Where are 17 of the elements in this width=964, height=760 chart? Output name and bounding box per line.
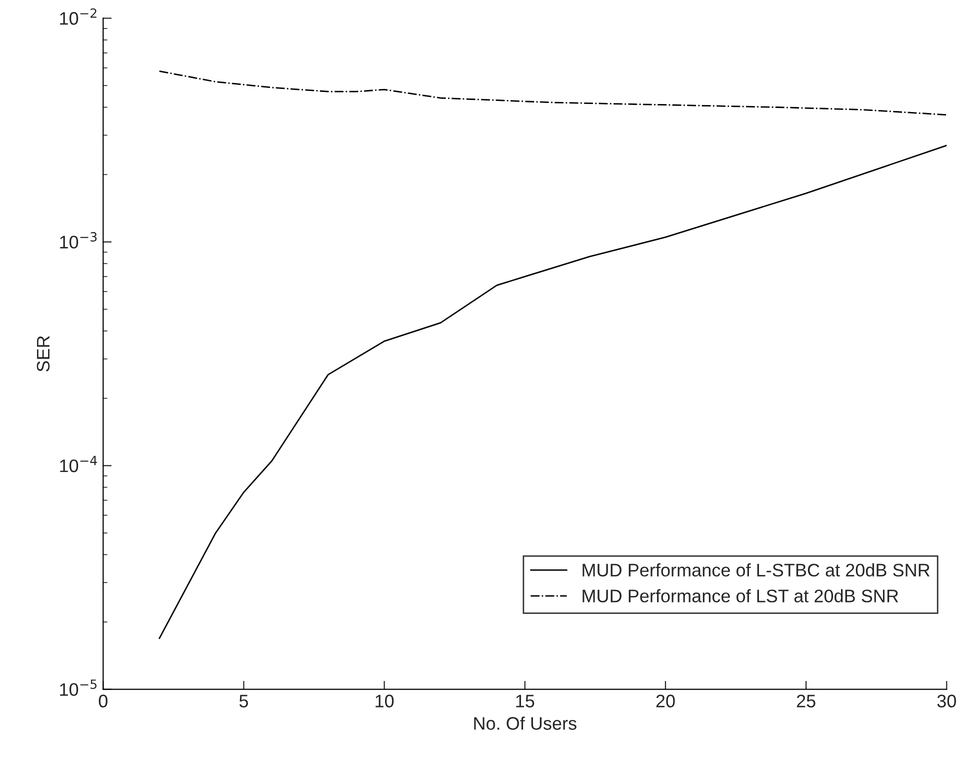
legend-label: MUD Performance of LST at 20dB SNR — [582, 589, 898, 602]
line-series — [158, 70, 947, 116]
line-series — [158, 144, 947, 640]
x-tick-label: 20 — [656, 694, 675, 708]
y-tick-label: 10$^{−3}$ — [60, 232, 97, 249]
y-axis-title: SER — [36, 336, 50, 372]
y-tick-label: 10$^{−4}$ — [60, 456, 97, 472]
legend-label: MUD Performance of L-STBC at 20dB SNR — [582, 563, 930, 577]
x-tick-label: 15 — [516, 694, 534, 708]
x-tick-label: 25 — [796, 694, 816, 708]
y-tick-label: 10$^{−5}$ — [60, 680, 97, 696]
x-tick-label: 10 — [376, 694, 394, 708]
y-tick-label: 10$^{−2}$ — [60, 8, 96, 25]
x-tick-label: 30 — [937, 694, 956, 708]
x-tick-label: 0 — [98, 694, 108, 708]
x-axis-title: No. Of Users — [474, 716, 576, 730]
x-tick-label: 5 — [239, 694, 248, 708]
